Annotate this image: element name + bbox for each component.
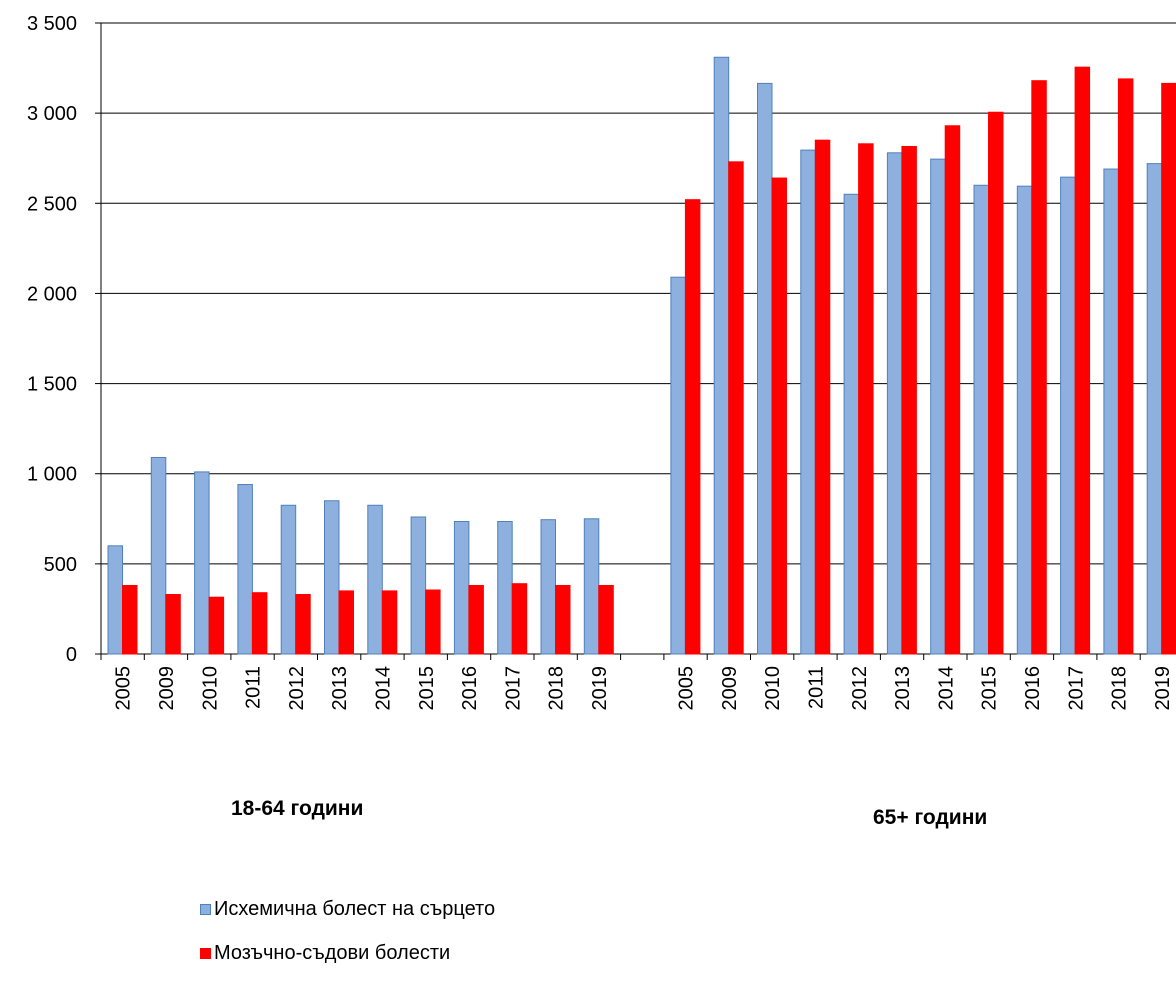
x-tick-label-g0-2013: 2013 xyxy=(329,666,351,711)
x-tick-label-g1-2013: 2013 xyxy=(892,666,914,711)
legend-item-ischemic: Исхемична болест на сърцето xyxy=(200,897,495,921)
bar-cerebrovascular-g0-2018 xyxy=(555,584,571,655)
y-tick-label-3000: 3 000 xyxy=(27,103,77,125)
bar-ischemic-g1-2012 xyxy=(843,193,860,655)
x-tick-label-g1-2018: 2018 xyxy=(1109,666,1131,711)
x-tick-label-g1-2014: 2014 xyxy=(935,666,957,711)
bar-cerebrovascular-g0-2011 xyxy=(251,592,268,655)
x-tick-label-g0-2011: 2011 xyxy=(243,666,265,709)
bar-cerebrovascular-g1-2013 xyxy=(901,145,917,655)
x-tick-label-g0-2018: 2018 xyxy=(546,666,568,711)
bar-cerebrovascular-g0-2015 xyxy=(425,589,441,655)
legend: Исхемична болест на сърцето Мозъчно-съдо… xyxy=(200,897,495,985)
bar-ischemic-g1-2015 xyxy=(973,184,989,655)
bar-ischemic-g1-2010 xyxy=(757,82,773,655)
x-tick-label-g0-2014: 2014 xyxy=(372,666,394,711)
bar-ischemic-g0-2015 xyxy=(410,516,427,655)
bar-cerebrovascular-g0-2017 xyxy=(511,583,528,655)
bar-ischemic-g0-2013 xyxy=(324,500,340,655)
x-tick-label-g1-2009: 2009 xyxy=(719,666,741,711)
bar-cerebrovascular-g1-2009 xyxy=(728,161,744,655)
bar-ischemic-g1-2005 xyxy=(670,276,686,655)
x-tick-label-g1-2011: 2011 xyxy=(805,666,827,709)
bar-cerebrovascular-g0-2016 xyxy=(468,584,484,655)
x-tick-label-g0-2009: 2009 xyxy=(156,666,178,711)
bar-ischemic-g0-2010 xyxy=(194,471,210,655)
x-tick-label-g1-2012: 2012 xyxy=(849,666,871,711)
y-tick-label-1500: 1 500 xyxy=(27,374,77,396)
group-label-18-64: 18-64 години xyxy=(231,797,364,820)
x-tick-label-g0-2016: 2016 xyxy=(459,666,481,711)
bar-cerebrovascular-g1-2010 xyxy=(771,177,787,655)
bar-ischemic-g1-2014 xyxy=(930,158,946,655)
legend-swatch-cerebrovascular xyxy=(200,947,211,959)
bar-cerebrovascular-g0-2012 xyxy=(295,594,311,655)
bar-ischemic-g0-2018 xyxy=(540,519,556,655)
bar-ischemic-g0-2014 xyxy=(367,504,383,655)
bar-ischemic-g1-2013 xyxy=(886,152,903,655)
y-tick-label-1000: 1 000 xyxy=(27,464,77,486)
bar-cerebrovascular-g0-2013 xyxy=(338,590,354,655)
bar-cerebrovascular-g1-2012 xyxy=(858,143,874,655)
x-tick-label-g0-2015: 2015 xyxy=(416,666,438,711)
x-tick-label-g1-2019: 2019 xyxy=(1152,666,1174,711)
legend-swatch-ischemic xyxy=(200,903,211,915)
x-tick-label-g1-2015: 2015 xyxy=(979,666,1001,711)
bar-ischemic-g0-2011 xyxy=(237,484,253,655)
x-tick-label-g1-2016: 2016 xyxy=(1022,666,1044,711)
bar-ischemic-g0-2005 xyxy=(107,545,123,655)
x-tick-label-g1-2010: 2010 xyxy=(762,666,784,711)
bar-cerebrovascular-g0-2019 xyxy=(598,584,614,655)
x-tick-label-g0-2012: 2012 xyxy=(286,666,308,711)
y-tick-label-3500: 3 500 xyxy=(27,13,77,35)
legend-label-ischemic: Исхемична болест на сърцето xyxy=(214,897,496,920)
bar-ischemic-g0-2019 xyxy=(583,518,600,655)
bar-ischemic-g1-2009 xyxy=(713,56,730,655)
bar-ischemic-g0-2009 xyxy=(150,456,167,655)
y-tick-label-500: 500 xyxy=(44,554,77,576)
bar-ischemic-g1-2017 xyxy=(1060,176,1076,655)
bar-cerebrovascular-g0-2009 xyxy=(165,594,181,655)
bar-ischemic-g1-2016 xyxy=(1016,185,1033,655)
x-tick-label-g1-2005: 2005 xyxy=(676,666,698,711)
bar-cerebrovascular-g1-2017 xyxy=(1074,66,1091,655)
bar-cerebrovascular-g0-2014 xyxy=(381,590,398,655)
x-tick-label-g0-2019: 2019 xyxy=(589,666,611,711)
group-label-65-plus: 65+ години xyxy=(873,806,988,829)
x-tick-label-g0-2010: 2010 xyxy=(199,666,221,711)
bar-ischemic-g1-2018 xyxy=(1103,168,1119,655)
bar-ischemic-g0-2016 xyxy=(453,520,470,655)
bar-cerebrovascular-g0-2010 xyxy=(208,596,225,655)
bar-cerebrovascular-g0-2005 xyxy=(122,584,138,655)
bar-ischemic-g0-2012 xyxy=(280,504,297,655)
bar-ischemic-g1-2019 xyxy=(1146,163,1163,655)
legend-label-cerebrovascular: Мозъчно-съдови болести xyxy=(214,941,451,964)
y-tick-label-0: 0 xyxy=(66,644,77,666)
x-tick-label-g0-2005: 2005 xyxy=(113,666,135,711)
bar-ischemic-g0-2017 xyxy=(497,520,513,655)
bar-cerebrovascular-g1-2011 xyxy=(814,139,831,655)
x-tick-label-g0-2017: 2017 xyxy=(502,666,524,711)
y-tick-label-2000: 2 000 xyxy=(27,283,77,305)
x-tick-label-g1-2017: 2017 xyxy=(1065,666,1087,711)
bar-cerebrovascular-g1-2015 xyxy=(988,111,1004,655)
bar-cerebrovascular-g1-2018 xyxy=(1117,78,1134,655)
bar-cerebrovascular-g1-2005 xyxy=(684,199,701,655)
bar-cerebrovascular-g1-2019 xyxy=(1161,82,1176,655)
bar-cerebrovascular-g1-2014 xyxy=(944,125,961,655)
bar-ischemic-g1-2011 xyxy=(800,149,816,655)
bar-cerebrovascular-g1-2016 xyxy=(1031,80,1047,655)
y-tick-label-2500: 2 500 xyxy=(27,193,77,215)
legend-item-cerebrovascular: Мозъчно-съдови болести xyxy=(200,941,495,965)
